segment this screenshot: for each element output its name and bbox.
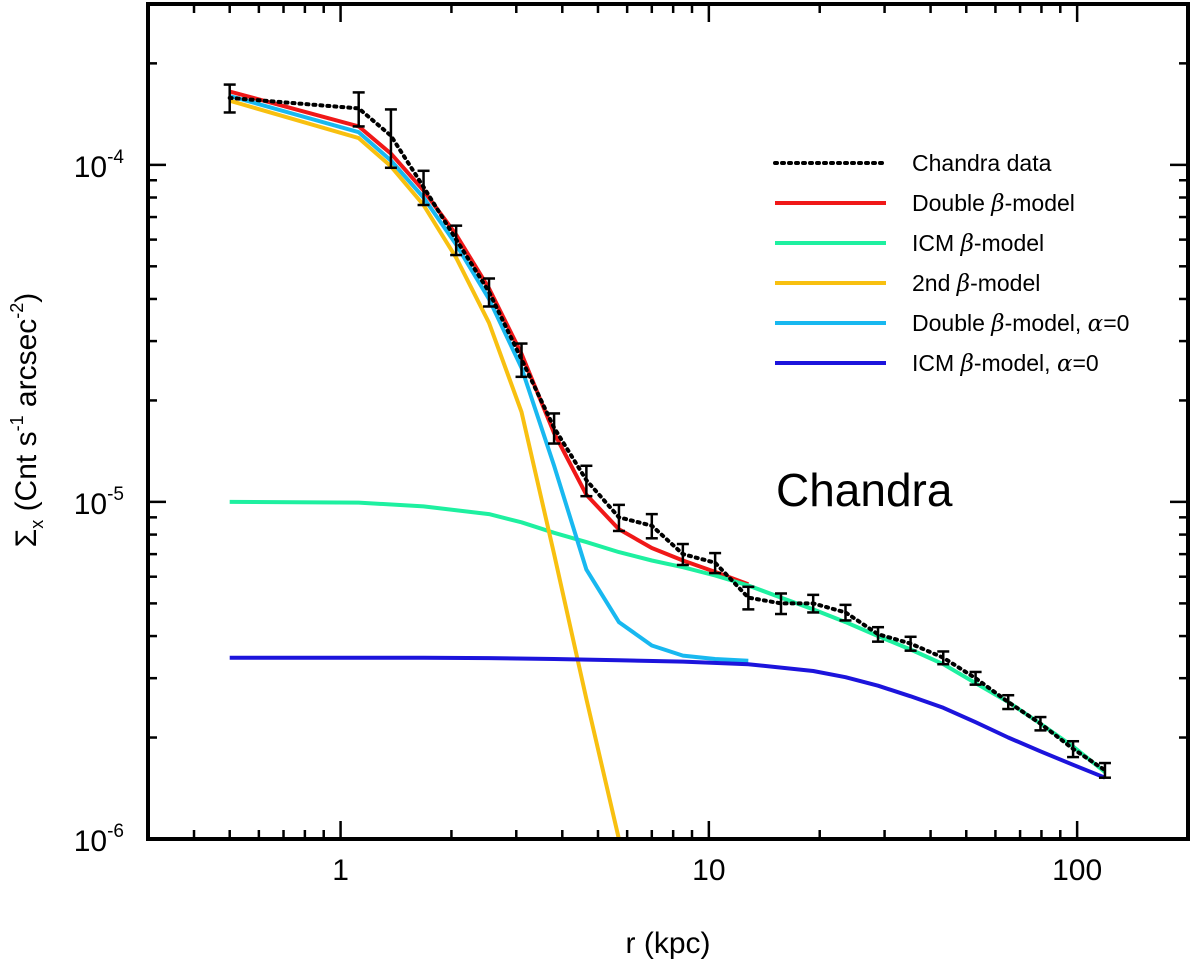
y-tick-label: 10-4	[74, 147, 125, 184]
legend-label: Chandra data	[912, 150, 1052, 176]
series-line-icm-model-0-4	[229, 655, 1106, 780]
legend-label: Double β-model, α=0	[912, 310, 1129, 337]
series-line-double-model-0-3	[229, 94, 749, 663]
legend-label: 2nd β-model	[912, 270, 1040, 297]
plot-frame	[146, 2, 1190, 841]
legend-label: Double β-model	[912, 190, 1075, 217]
y-tick-label: 10-6	[74, 821, 124, 858]
major-ticks	[148, 4, 1188, 841]
chart-annotation: Chandra	[776, 464, 953, 516]
data-point	[1098, 761, 1111, 779]
x-tick-label: 100	[1052, 854, 1102, 887]
y-tick-label: 10-5	[74, 484, 124, 521]
y-axis-title: Σx (Cnt s-1 arcsec-2)	[7, 293, 47, 548]
series-line-2nd-model-2	[229, 98, 621, 839]
series-line-icm-model-1	[229, 499, 1107, 774]
legend-label: ICM β-model	[912, 230, 1044, 257]
data-point	[515, 342, 528, 379]
minor-ticks	[146, 4, 1190, 839]
data-point	[1002, 693, 1015, 711]
x-tick-label: 1	[332, 854, 349, 887]
legend-label: ICM β-model, α=0	[912, 350, 1099, 377]
x-tick-labels: 1 10 100	[332, 854, 1102, 887]
x-axis-title: r (kpc)	[626, 927, 711, 960]
y-tick-labels: 10-4 10-5 10-6	[74, 147, 125, 858]
legend: Chandra data Double β-model ICM β-model 2nd…	[773, 150, 1129, 377]
x-tick-label: 10	[692, 854, 725, 887]
data-line-chandra	[227, 95, 1107, 773]
series-line-double-model-0	[229, 89, 749, 587]
errorbar-layer	[223, 83, 1111, 779]
data-line-layer	[227, 95, 1107, 773]
